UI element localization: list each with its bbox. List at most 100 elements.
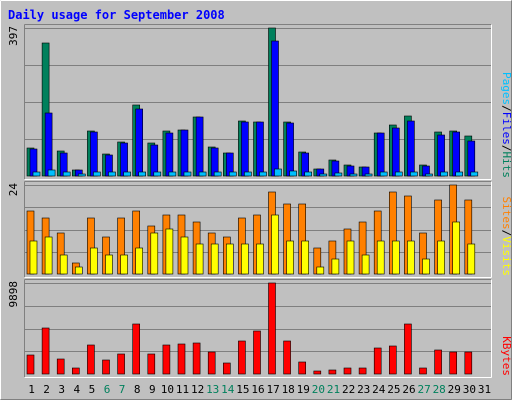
bar-visits — [210, 243, 219, 275]
x-tick-label: 19 — [297, 383, 310, 396]
chart-title: Daily usage for September 2008 — [8, 8, 225, 22]
bar-pages — [349, 173, 358, 177]
series-files — [29, 40, 476, 177]
x-tick-label: 10 — [161, 383, 174, 396]
bar-visits — [331, 258, 340, 275]
bar-kbytes — [373, 347, 382, 375]
x-tick-label: 25 — [387, 383, 400, 396]
bar-pages — [198, 171, 207, 177]
bar-visits — [120, 254, 128, 275]
legend-separator: / — [500, 230, 512, 237]
bar-files — [90, 131, 98, 177]
bar-visits — [59, 254, 68, 275]
bar-kbytes — [102, 359, 110, 375]
panel-kbytes: 9898 KBytes — [7, 279, 512, 378]
bar-kbytes — [358, 367, 367, 375]
x-tick-label: 2 — [43, 383, 50, 396]
bar-visits — [165, 228, 174, 275]
panel-legend: KBytes — [500, 336, 512, 376]
x-tick-label: 30 — [463, 383, 476, 396]
legend-visits: Visits — [500, 236, 512, 276]
bar-files — [256, 121, 264, 177]
bar-kbytes — [72, 367, 80, 375]
bar-pages — [304, 171, 313, 177]
bar-pages — [364, 173, 373, 177]
bar-pages — [213, 171, 222, 177]
bar-visits — [226, 243, 234, 275]
bar-kbytes — [419, 367, 427, 375]
bar-kbytes — [223, 362, 231, 375]
legend-separator: / — [500, 145, 512, 152]
bar-kbytes — [283, 340, 291, 375]
bar-kbytes — [328, 369, 337, 375]
bar-visits — [29, 240, 38, 275]
x-tick-label: 6 — [104, 383, 111, 396]
series-pages — [32, 168, 479, 177]
x-tick-label: 29 — [448, 383, 461, 396]
x-tick-label: 16 — [251, 383, 264, 396]
legend-sites: Sites — [500, 197, 512, 230]
x-tick-label: 11 — [176, 383, 189, 396]
bar-pages — [93, 171, 101, 177]
x-tick-label: 24 — [372, 383, 386, 396]
bar-pages — [334, 172, 343, 177]
x-tick-label: 31 — [478, 383, 491, 396]
bar-pages — [78, 173, 86, 177]
y-axis-max-label: 397 — [7, 26, 20, 46]
bar-visits — [75, 266, 83, 275]
bar-visits — [376, 240, 385, 275]
bar-files — [271, 40, 279, 177]
bar-kbytes — [404, 323, 412, 375]
legend-files: Files — [500, 112, 512, 145]
x-axis-day-labels: 1 2 3 4 5 6 7 8 9 10 11 12 13 14 15 16 17 18 19 20 21 22 23 24 2… — [28, 383, 491, 396]
bar-visits — [180, 236, 189, 275]
x-tick-label: 15 — [236, 383, 249, 396]
x-tick-label: 3 — [58, 383, 65, 396]
x-tick-label: 4 — [73, 383, 80, 396]
bar-visits — [135, 247, 143, 275]
bar-kbytes — [313, 370, 322, 375]
bar-visits — [150, 232, 159, 275]
bar-visits — [271, 214, 279, 275]
x-tick-label: 8 — [134, 383, 141, 396]
x-tick-label: 21 — [327, 383, 340, 396]
x-tick-label: 1 — [28, 383, 35, 396]
x-tick-label: 20 — [312, 383, 325, 396]
x-tick-label: 17 — [266, 383, 279, 396]
bar-visits — [391, 240, 400, 275]
bar-visits — [422, 258, 430, 275]
bar-kbytes — [298, 361, 307, 375]
bar-visits — [437, 240, 445, 275]
bar-files — [452, 131, 461, 177]
bar-visits — [301, 240, 310, 275]
bar-kbytes — [434, 349, 442, 375]
bar-pages — [32, 171, 41, 177]
bar-pages — [319, 173, 328, 177]
bar-visits — [44, 236, 53, 275]
bar-files — [44, 112, 53, 177]
bar-kbytes — [238, 340, 246, 375]
bar-files — [437, 134, 445, 177]
x-tick-label: 28 — [433, 383, 446, 396]
bar-kbytes — [268, 282, 276, 375]
legend-kbytes: KBytes — [500, 336, 512, 376]
bar-kbytes — [192, 342, 201, 375]
y-axis-max-label: 24 — [7, 183, 20, 197]
bar-visits — [105, 254, 113, 275]
bar-pages — [440, 171, 448, 177]
x-tick-label: 13 — [206, 383, 219, 396]
bar-kbytes — [207, 351, 216, 375]
x-tick-label: 14 — [221, 383, 235, 396]
bar-pages — [425, 173, 433, 177]
bar-kbytes — [56, 358, 65, 375]
bar-kbytes — [464, 351, 473, 375]
bar-pages — [183, 171, 192, 177]
bar-pages — [108, 171, 116, 177]
panel-legend: Sites/Visits — [500, 197, 512, 277]
x-tick-label: 9 — [149, 383, 156, 396]
legend-separator: / — [500, 105, 512, 112]
bar-pages — [47, 169, 56, 177]
bar-visits — [361, 254, 370, 275]
bar-visits — [467, 243, 476, 275]
x-tick-label: 18 — [282, 383, 295, 396]
